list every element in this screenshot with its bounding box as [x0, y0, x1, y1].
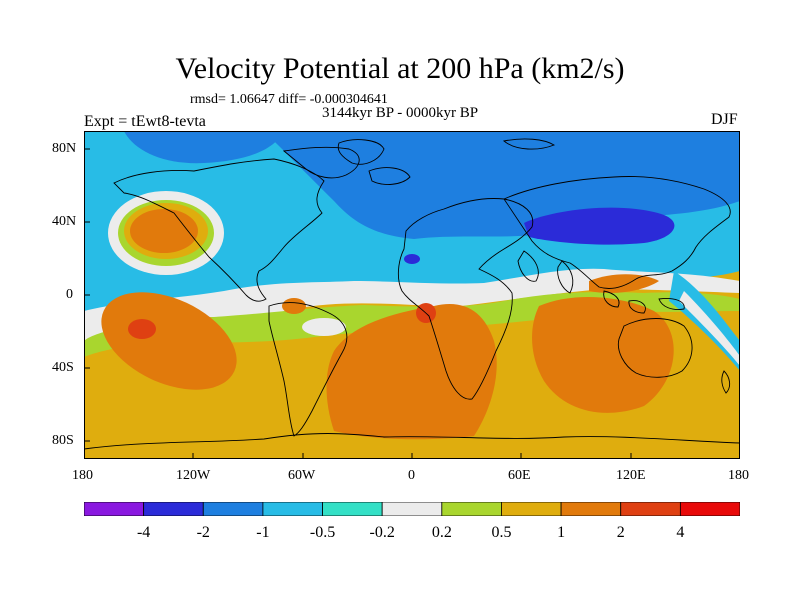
- lon-label-120w: 120W: [176, 468, 211, 483]
- velocity-potential-map: [84, 131, 740, 459]
- colorbar-box: [501, 502, 562, 516]
- colorbar-box: [84, 502, 145, 516]
- colorbar-label: -0.5: [309, 524, 336, 541]
- lat-label-40s: 40S: [52, 360, 74, 375]
- colorbar-box: [143, 502, 204, 516]
- lat-label-80n: 80N: [52, 141, 77, 156]
- colorbar-box: [322, 502, 383, 516]
- lat-label-40n: 40N: [52, 214, 77, 229]
- colorbar: [84, 502, 740, 516]
- colorbar-label: -2: [196, 524, 210, 541]
- season-label: DJF: [711, 111, 738, 128]
- colorbar-box: [679, 502, 740, 516]
- contour-field: [84, 131, 740, 459]
- colorbar-box: [441, 502, 502, 516]
- colorbar-box: [620, 502, 681, 516]
- lon-label-60e: 60E: [508, 468, 531, 483]
- colorbar-label: 4: [676, 524, 685, 541]
- colorbar-box: [381, 502, 443, 516]
- colorbar-label: 0.2: [431, 524, 452, 541]
- colorbar-label: -4: [136, 524, 151, 541]
- lon-label-60w: 60W: [288, 468, 316, 483]
- colorbar-label: 1: [557, 524, 566, 541]
- rmsd-diff-stats: rmsd= 1.06647 diff= -0.000304641: [190, 92, 388, 107]
- colorbar-label: 2: [616, 524, 625, 541]
- lat-label-80s: 80S: [52, 433, 74, 448]
- coastlines: [84, 138, 740, 450]
- lon-label-180w: 180: [72, 468, 93, 483]
- lon-label-0: 0: [408, 468, 415, 483]
- colorbar-box: [202, 502, 264, 516]
- time-period-label: 3144kyr BP - 0000kyr BP: [322, 105, 479, 121]
- lon-label-180e: 180: [728, 468, 749, 483]
- colorbar-label: 0.5: [491, 524, 512, 541]
- colorbar-box: [560, 502, 622, 516]
- colorbar-label: -1: [256, 524, 270, 541]
- experiment-label: Expt = tEwt8-tevta: [84, 113, 206, 130]
- map-title: Velocity Potential at 200 hPa (km2/s): [175, 52, 625, 85]
- axis-ticks: [84, 148, 632, 459]
- lon-label-120e: 120E: [616, 468, 646, 483]
- lat-label-0: 0: [66, 287, 73, 302]
- colorbar-label: -0.2: [369, 524, 395, 541]
- colorbar-box: [262, 502, 323, 516]
